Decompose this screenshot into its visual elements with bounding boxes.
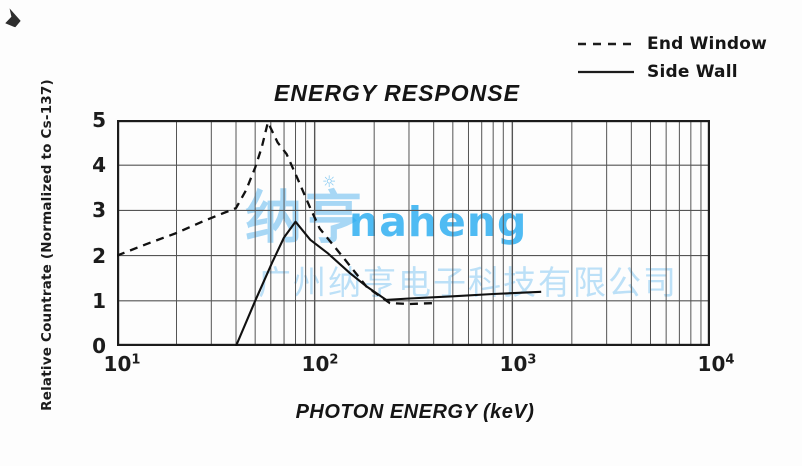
legend-item-side-wall: Side Wall	[578, 58, 793, 86]
x-tick-10e1: 101	[103, 352, 141, 376]
chart-title: ENERGY RESPONSE	[274, 80, 520, 106]
solid-line-sample	[578, 70, 634, 74]
y-tick-4: 4	[92, 153, 106, 177]
y-tick-1: 1	[92, 289, 106, 313]
legend-label-end-window: End Window	[647, 34, 768, 54]
y-axis-label: Relative Countrate (Normalized to Cs-137…	[39, 79, 55, 411]
y-tick-2: 2	[92, 244, 106, 268]
y-tick-5: 5	[92, 108, 106, 132]
x-tick-10e3: 103	[499, 352, 537, 376]
x-axis-label: PHOTON ENERGY (keV)	[295, 401, 535, 423]
x-tick-10e4: 104	[697, 352, 735, 376]
y-tick-3: 3	[92, 198, 106, 222]
legend: End Window Side Wall	[578, 30, 793, 86]
scan-corner-artifact	[5, 8, 22, 28]
legend-item-end-window: End Window	[578, 30, 793, 58]
plot-area	[117, 120, 710, 346]
x-tick-10e2: 102	[301, 352, 339, 376]
legend-label-side-wall: Side Wall	[647, 62, 738, 82]
y-tick-0: 0	[92, 334, 106, 358]
dashed-line-sample	[578, 42, 634, 46]
